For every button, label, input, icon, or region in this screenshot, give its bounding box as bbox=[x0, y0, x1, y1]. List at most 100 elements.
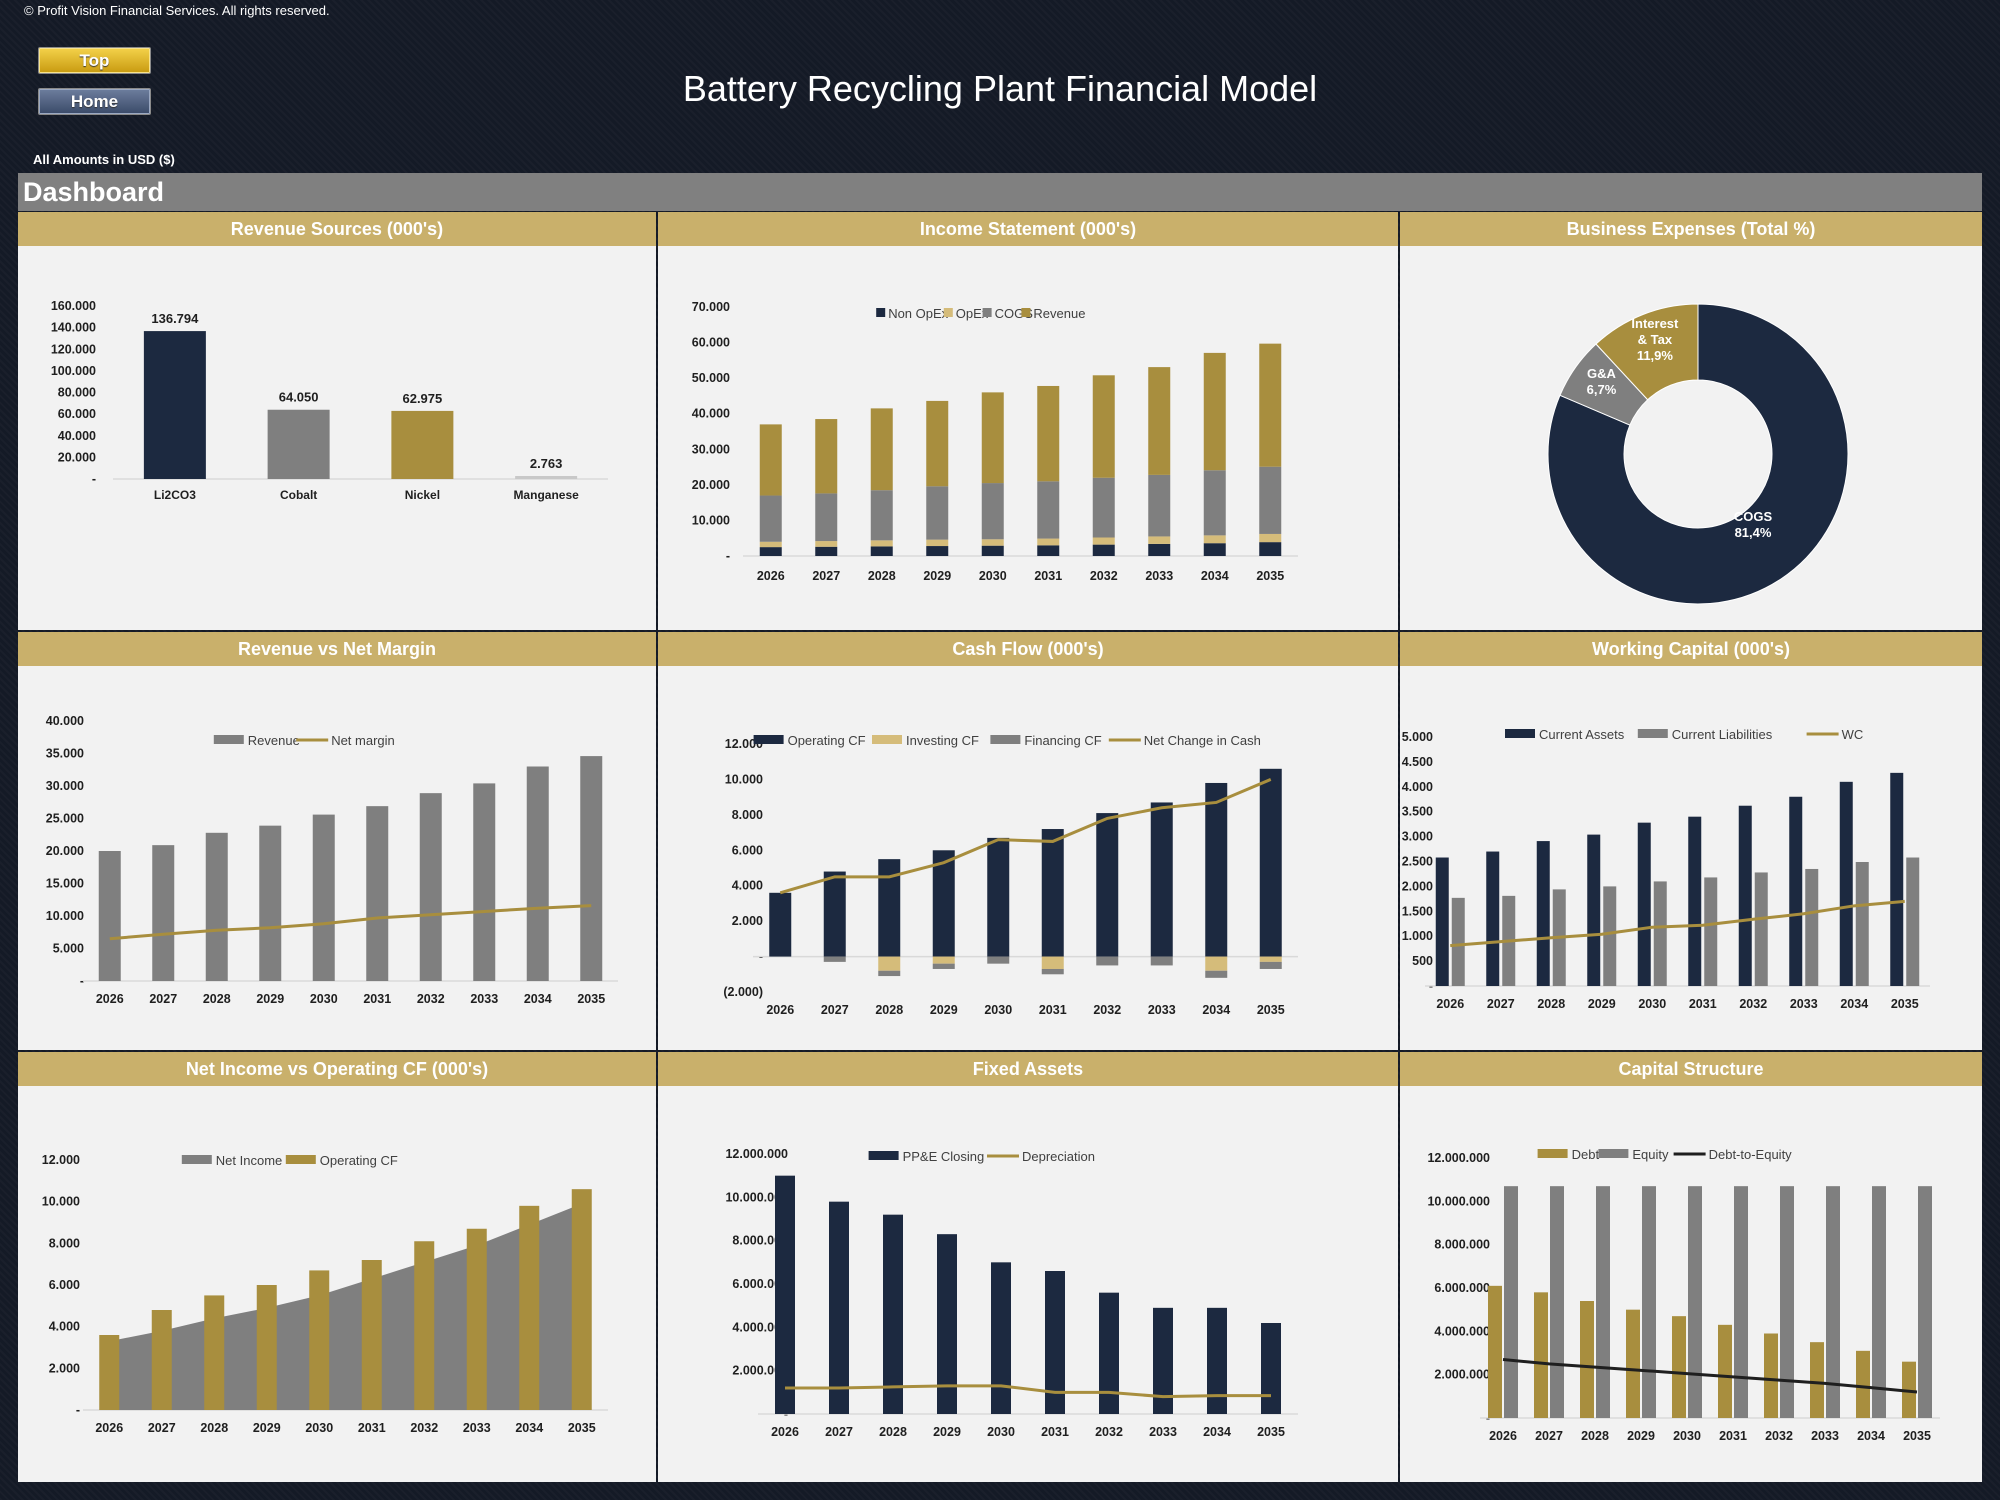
bar bbox=[1839, 781, 1853, 986]
y-tick-label: 4.000 bbox=[732, 879, 763, 893]
bar-segment bbox=[981, 483, 1004, 540]
bar bbox=[99, 1335, 120, 1410]
x-tick-label: 2033 bbox=[1811, 1429, 1839, 1443]
bar-segment bbox=[870, 490, 893, 541]
bar bbox=[1150, 802, 1173, 957]
y-tick-label: - bbox=[726, 549, 730, 563]
bar bbox=[419, 793, 442, 981]
bar bbox=[1536, 841, 1550, 986]
line-series bbox=[785, 1384, 1271, 1399]
bar bbox=[932, 956, 955, 964]
bar-segment bbox=[1148, 367, 1171, 475]
bar-segment bbox=[1259, 542, 1282, 556]
y-tick-label: 20.000 bbox=[58, 450, 96, 464]
legend-label: Equity bbox=[1632, 1147, 1669, 1162]
bar-segment bbox=[1203, 543, 1226, 556]
bar bbox=[1261, 1323, 1281, 1414]
x-tick-label: 2031 bbox=[1041, 1425, 1069, 1439]
y-tick-label: 10.000 bbox=[42, 1195, 80, 1209]
bar-segment bbox=[815, 493, 838, 542]
bar bbox=[987, 837, 1010, 957]
y-tick-label: 4.000.000 bbox=[732, 1320, 788, 1334]
bar-segment bbox=[815, 541, 838, 547]
line-series bbox=[1502, 1358, 1918, 1394]
bar-segment bbox=[1259, 533, 1282, 543]
bar-segment bbox=[926, 486, 949, 540]
y-tick-label: (2.000) bbox=[723, 985, 763, 999]
bar bbox=[1259, 956, 1282, 962]
x-tick-label: 2028 bbox=[875, 1003, 903, 1017]
bar bbox=[1653, 881, 1667, 986]
legend-label: Current Liabilities bbox=[1672, 727, 1773, 742]
bar bbox=[823, 871, 846, 957]
bar-segment bbox=[870, 408, 893, 491]
bar-segment bbox=[1148, 536, 1171, 544]
cash-flow-chart: (2.000)-2.0004.0006.0008.00010.00012.000… bbox=[723, 733, 1298, 1017]
x-tick-label: 2035 bbox=[1891, 997, 1919, 1011]
y-tick-label: 10.000.000 bbox=[1427, 1194, 1490, 1208]
x-tick-label: 2026 bbox=[1489, 1429, 1517, 1443]
y-tick-label: 40.000 bbox=[692, 407, 730, 421]
x-tick-label: 2032 bbox=[1765, 1429, 1793, 1443]
x-tick-label: Nickel bbox=[405, 488, 440, 502]
bar-segment bbox=[870, 540, 893, 547]
bar-segment bbox=[926, 539, 949, 547]
x-tick-label: 2035 bbox=[1256, 569, 1284, 583]
income-statement-panel: Income Statement (000's) - 10.000 20.000 30… bbox=[658, 212, 1398, 630]
bar bbox=[259, 825, 282, 981]
bar bbox=[466, 1228, 487, 1410]
legend-swatch bbox=[1637, 729, 1668, 738]
bar bbox=[312, 814, 335, 981]
panel-title: Net Income vs Operating CF (000's) bbox=[18, 1052, 656, 1086]
bar bbox=[1688, 816, 1702, 986]
x-tick-label: 2028 bbox=[203, 992, 231, 1006]
legend-swatch bbox=[1021, 308, 1031, 317]
bar bbox=[1045, 1271, 1065, 1414]
bar bbox=[932, 963, 955, 969]
x-tick-label: 2034 bbox=[1202, 1003, 1230, 1017]
panel-title: Working Capital (000's) bbox=[1400, 632, 1982, 666]
legend-label: PP&E Closing bbox=[903, 1149, 985, 1164]
y-tick-label: 15.000 bbox=[46, 877, 84, 891]
bar bbox=[1259, 768, 1282, 957]
x-tick-label: 2035 bbox=[1903, 1429, 1931, 1443]
bar bbox=[366, 806, 389, 981]
y-tick-label: 4.000 bbox=[49, 1320, 80, 1334]
top-button[interactable]: Top bbox=[38, 47, 151, 74]
x-tick-label: 2030 bbox=[1638, 997, 1666, 1011]
bar-segment bbox=[759, 424, 782, 496]
bar-segment bbox=[1203, 535, 1226, 544]
bar-segment bbox=[759, 495, 782, 542]
y-tick-label: 3.000 bbox=[1402, 830, 1433, 844]
bar-segment bbox=[1037, 538, 1060, 546]
y-tick-label: 10.000 bbox=[692, 513, 730, 527]
bar bbox=[1805, 868, 1819, 986]
working-capital-panel: Working Capital (000's) -5001.0001.5002.… bbox=[1400, 632, 1982, 1050]
x-tick-label: 2030 bbox=[984, 1003, 1012, 1017]
legend-swatch bbox=[213, 735, 244, 744]
panel-title: Income Statement (000's) bbox=[658, 212, 1398, 246]
bar bbox=[143, 331, 206, 479]
bar-segment bbox=[1259, 343, 1282, 467]
y-tick-label: 80.000 bbox=[58, 386, 96, 400]
home-button[interactable]: Home bbox=[38, 88, 151, 115]
bar bbox=[1099, 1292, 1119, 1414]
bar bbox=[1642, 1186, 1656, 1418]
bar bbox=[1764, 1333, 1778, 1418]
x-tick-label: 2030 bbox=[310, 992, 338, 1006]
legend-label: Current Assets bbox=[1539, 727, 1625, 742]
bar bbox=[1918, 1186, 1932, 1418]
x-tick-label: 2033 bbox=[1148, 1003, 1176, 1017]
x-tick-label: Cobalt bbox=[280, 488, 317, 502]
bar bbox=[361, 1260, 382, 1410]
bar bbox=[1504, 1186, 1518, 1418]
bar-segment bbox=[815, 546, 838, 556]
fixed-assets-chart: -2.000.0004.000.0006.000.0008.000.00010.… bbox=[725, 1147, 1298, 1439]
legend-label: Net margin bbox=[331, 733, 395, 748]
y-tick-label: 100.000 bbox=[51, 364, 96, 378]
x-tick-label: 2035 bbox=[568, 1421, 596, 1435]
legend-label: Debt-to-Equity bbox=[1709, 1147, 1793, 1162]
legend-swatch bbox=[1598, 1149, 1629, 1158]
y-tick-label: 60.000 bbox=[58, 407, 96, 421]
y-tick-label: 8.000.000 bbox=[732, 1234, 788, 1248]
